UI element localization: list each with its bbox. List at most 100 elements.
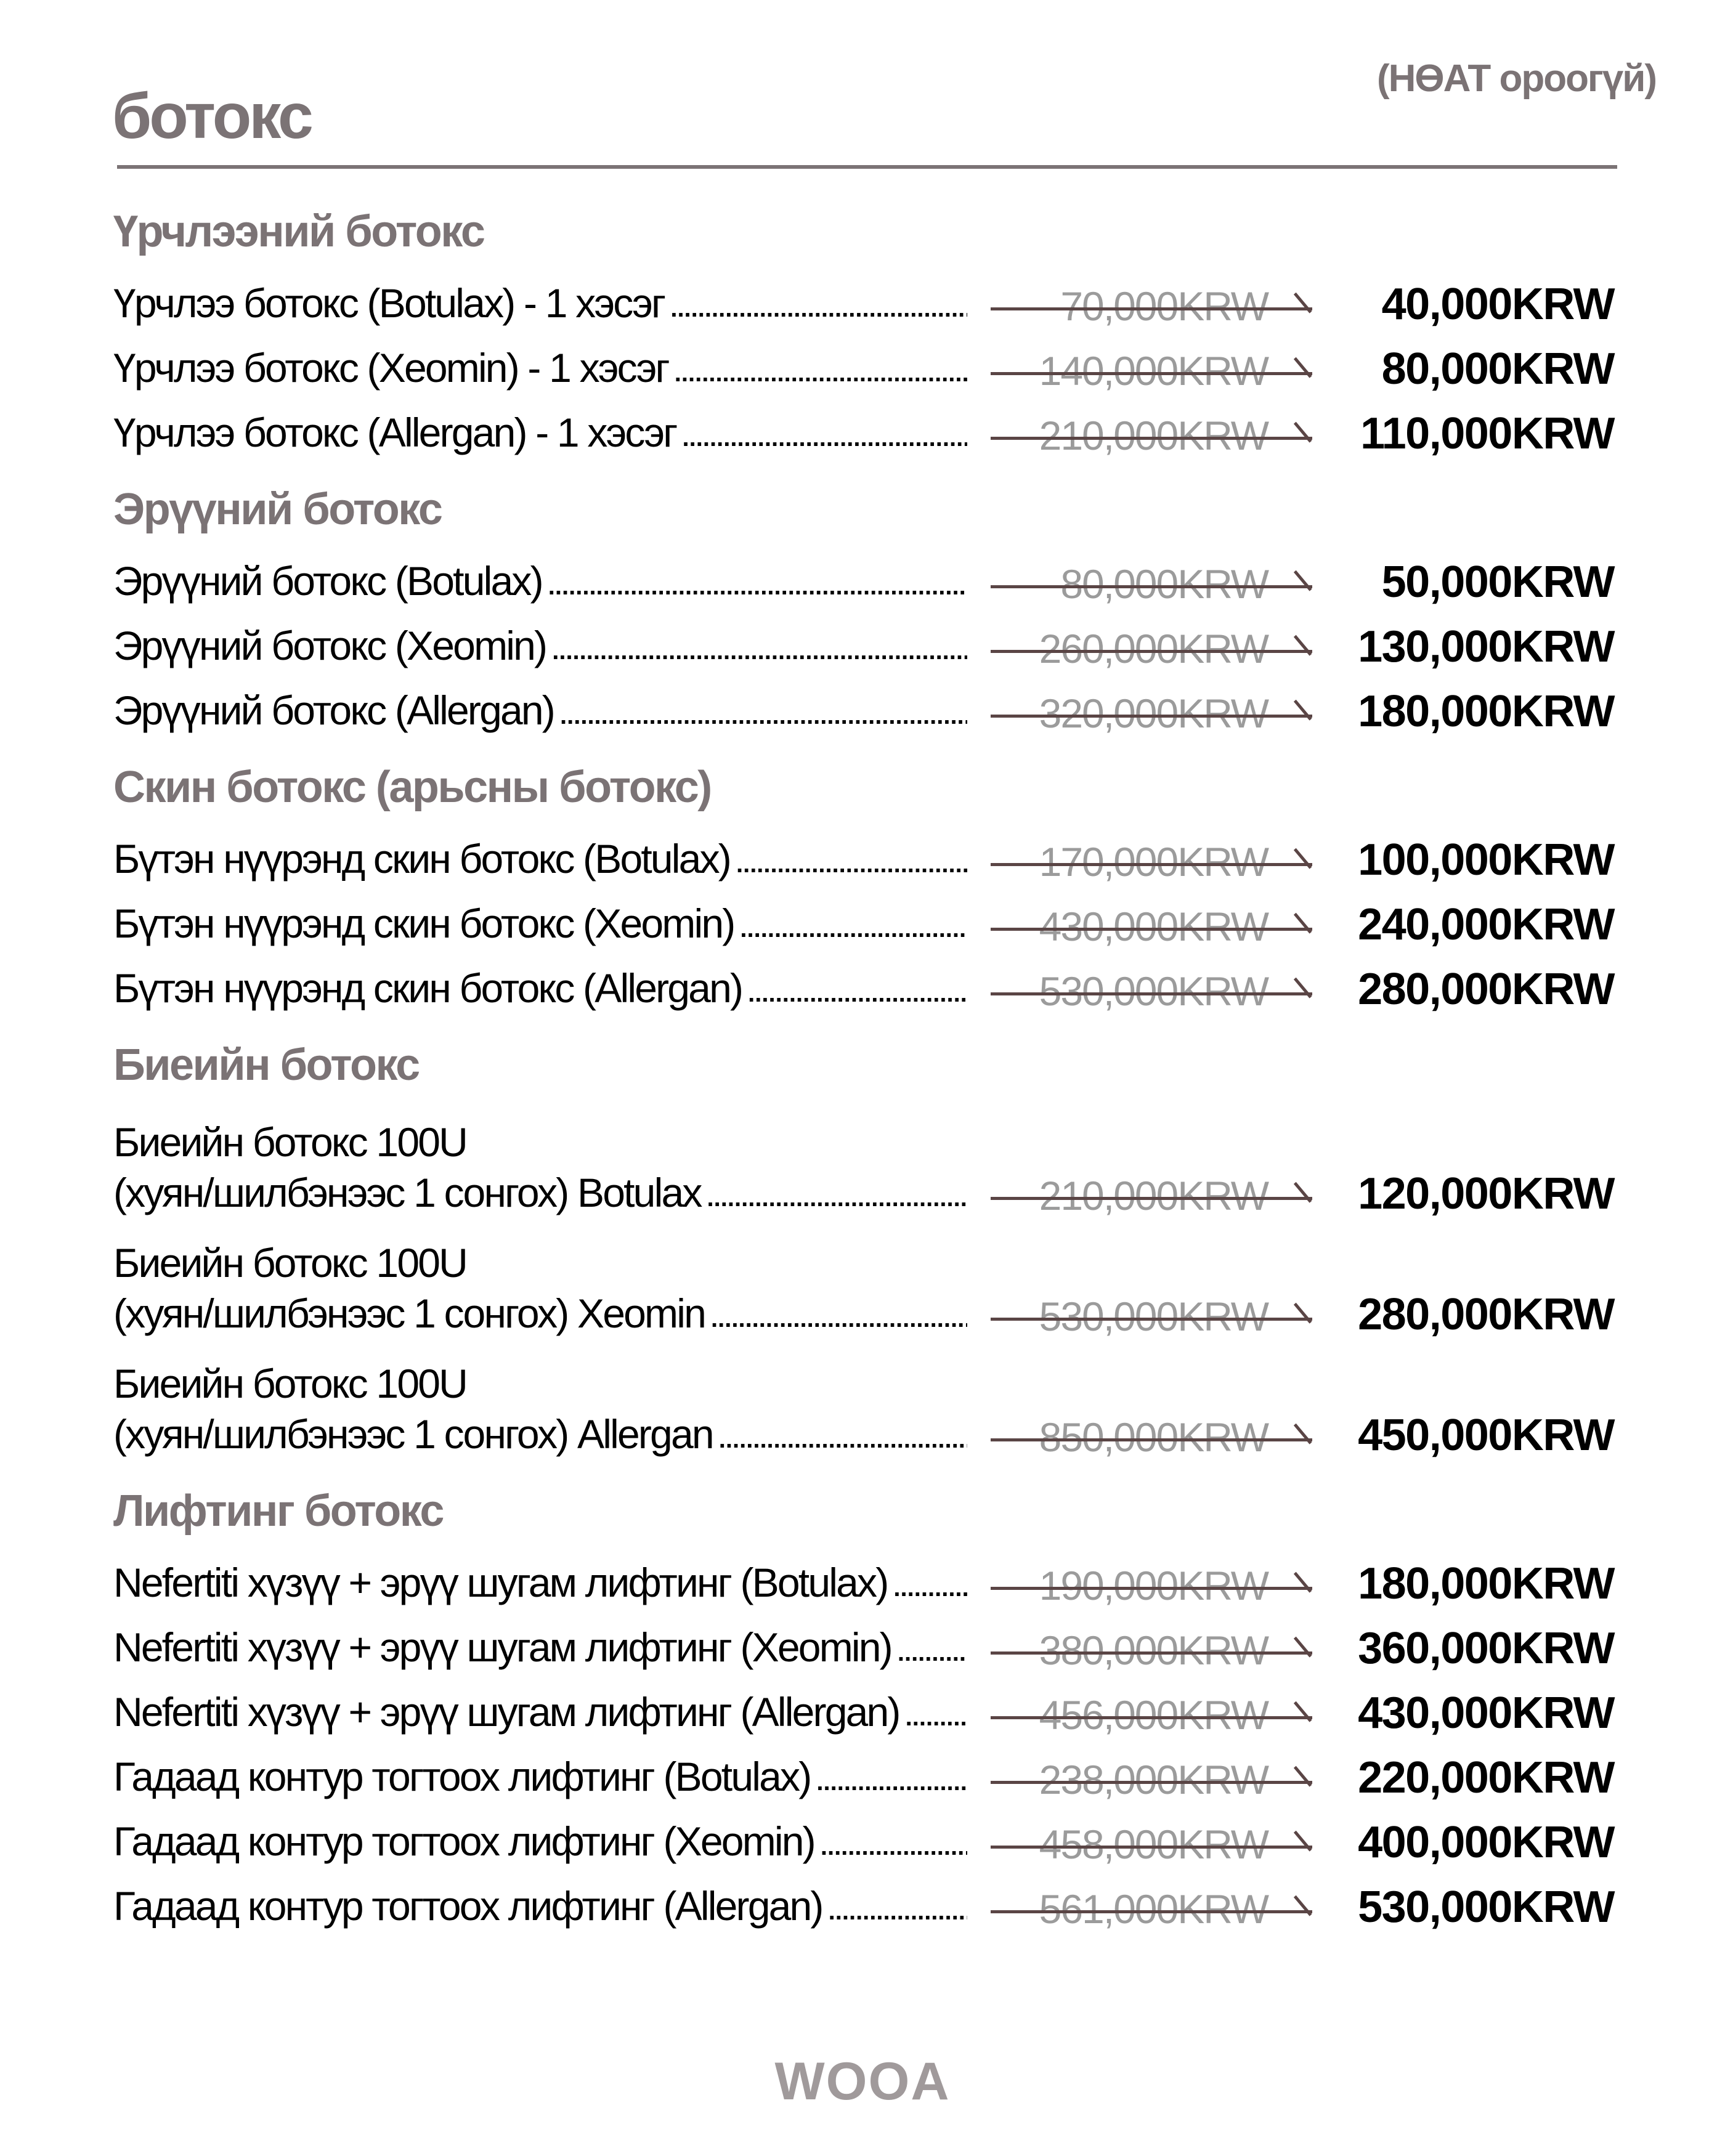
sale-price: 100,000KRW — [1358, 835, 1615, 885]
old-price-text: 210,000KRW — [1039, 413, 1269, 458]
price-row: Үрчлээ ботокс (Xeomin) - 1 хэсэг........… — [113, 330, 1615, 394]
item-name-wrap: Үрчлээ ботокс (Xeomin) - 1 хэсэг........… — [113, 342, 967, 394]
item-name: Эрүүний ботокс (Xeomin) — [113, 620, 548, 672]
old-price: 530,000KRW — [991, 964, 1317, 1015]
item-name-wrap: Гадаад контур тогтоох лифтинг (Xeomin)..… — [113, 1816, 967, 1868]
title-divider — [117, 165, 1617, 169]
item-name-wrap: Nefertiti хүзүү + эрүү шугам лифтинг (Bo… — [113, 1557, 967, 1609]
dot-leader: ........................................… — [748, 981, 967, 1007]
item-name: Бүтэн нүүрэнд скин ботокс (Allergan) — [113, 963, 744, 1015]
item-name: Үрчлээ ботокс (Allergan) - 1 хэсэг — [113, 407, 678, 459]
sale-price: 130,000KRW — [1358, 622, 1615, 671]
item-name: Биеийн ботокс 100U (хуян/шилбэнээс 1 сонг… — [113, 1117, 702, 1219]
item-name: Гадаад контур тогтоох лифтинг (Allergan) — [113, 1881, 824, 1932]
dot-leader: ........................................… — [828, 1899, 967, 1925]
dot-leader: ........................................… — [740, 917, 967, 942]
section-title: Скин ботокс (арьсны ботокс) — [113, 763, 712, 812]
price-row: Гадаад контур тогтоох лифтинг (Allergan)… — [113, 1868, 1615, 1932]
item-name: Үрчлээ ботокс (Xeomin) - 1 хэсэг — [113, 342, 670, 394]
item-name-line: Гадаад контур тогтоох лифтинг (Xeomin) — [113, 1818, 816, 1864]
item-name-line: Nefertiti хүзүү + эрүү шугам лифтинг (Xe… — [113, 1624, 893, 1670]
old-price: 320,000KRW — [991, 686, 1317, 737]
item-name-wrap: Биеийн ботокс 100U (хуян/шилбэнээс 1 сонг… — [113, 1238, 967, 1340]
old-price-text: 80,000KRW — [1060, 561, 1269, 607]
item-name-wrap: Бүтэн нүүрэнд скин ботокс (Botulax).....… — [113, 833, 967, 885]
strikethrough-line — [991, 928, 1312, 931]
old-price-text: 238,000KRW — [1039, 1757, 1269, 1802]
item-name-line: Бүтэн нүүрэнд скин ботокс (Xeomin) — [113, 901, 736, 946]
dot-leader: ........................................… — [670, 296, 967, 322]
dot-leader: ........................................… — [552, 639, 967, 665]
item-name: Бүтэн нүүрэнд скин ботокс (Xeomin) — [113, 898, 736, 950]
item-name: Үрчлээ ботокс (Botulax) - 1 хэсэг — [113, 278, 666, 330]
strikethrough-line — [991, 1716, 1312, 1719]
old-price-text: 140,000KRW — [1039, 348, 1269, 394]
item-name: Гадаад контур тогтоох лифтинг (Botulax) — [113, 1751, 812, 1803]
sale-price: 180,000KRW — [1358, 1559, 1615, 1608]
old-price-text: 561,000KRW — [1039, 1886, 1269, 1932]
price-row: Биеийн ботокс 100U (хуян/шилбэнээс 1 сонг… — [113, 1340, 1615, 1461]
sale-price: 530,000KRW — [1358, 1882, 1615, 1932]
item-name-wrap: Гадаад контур тогтоох лифтинг (Allergan)… — [113, 1881, 967, 1932]
item-name-wrap: Бүтэн нүүрэнд скин ботокс (Xeomin)......… — [113, 898, 967, 950]
strikethrough-line — [991, 1651, 1312, 1655]
price-row: Эрүүний ботокс (Xeomin).................… — [113, 607, 1615, 672]
price-row: Бүтэн нүүрэнд скин ботокс (Botulax).....… — [113, 821, 1615, 885]
item-name: Гадаад контур тогтоох лифтинг (Xeomin) — [113, 1816, 816, 1868]
price-row: Nefertiti хүзүү + эрүү шугам лифтинг (Al… — [113, 1674, 1615, 1738]
strikethrough-line — [991, 1197, 1312, 1200]
price-list: Үрчлээний ботокс Үрчлээ ботокс (Botulax) … — [113, 198, 1615, 1932]
old-price: 210,000KRW — [991, 408, 1317, 459]
strikethrough-line — [991, 437, 1312, 440]
old-price-text: 320,000KRW — [1039, 691, 1269, 736]
strikethrough-line — [991, 1318, 1312, 1321]
old-price: 458,000KRW — [991, 1817, 1317, 1868]
old-price-text: 260,000KRW — [1039, 626, 1269, 671]
item-name: Nefertiti хүзүү + эрүү шугам лифтинг (Xe… — [113, 1622, 893, 1674]
dot-leader: ........................................… — [548, 574, 967, 600]
sale-price: 280,000KRW — [1358, 1290, 1615, 1339]
price-row: Nefertiti хүзүү + эрүү шугам лифтинг (Bo… — [113, 1544, 1615, 1609]
price-row: Биеийн ботокс 100U (хуян/шилбэнээс 1 сонг… — [113, 1098, 1615, 1219]
dot-leader: ........................................… — [682, 426, 967, 452]
item-name-wrap: Nefertiti хүзүү + эрүү шугам лифтинг (Al… — [113, 1687, 967, 1738]
old-price-text: 430,000KRW — [1039, 904, 1269, 949]
price-row: Гадаад контур тогтоох лифтинг (Botulax).… — [113, 1738, 1615, 1803]
item-name-line: (хуян/шилбэнээс 1 сонгох) Xeomin — [113, 1291, 707, 1336]
page-title: ботокс — [112, 81, 314, 152]
section-title: Биеийн ботокс — [113, 1040, 420, 1090]
vat-note: (НӨАТ ороогүй) — [1377, 57, 1657, 100]
strikethrough-line — [991, 863, 1312, 866]
item-name-line: Гадаад контур тогтоох лифтинг (Botulax) — [113, 1754, 812, 1799]
section-title: Эрүүний ботокс — [113, 485, 443, 534]
old-price: 80,000KRW — [991, 557, 1317, 607]
strikethrough-line — [991, 650, 1312, 653]
old-price-text: 458,000KRW — [1039, 1822, 1269, 1867]
old-price: 170,000KRW — [991, 835, 1317, 885]
item-name-line: Үрчлээ ботокс (Xeomin) - 1 хэсэг — [113, 345, 670, 391]
strikethrough-line — [991, 992, 1312, 995]
sale-price: 50,000KRW — [1381, 557, 1615, 607]
sale-price: 220,000KRW — [1358, 1753, 1615, 1802]
price-section: Эрүүний ботокс Эрүүний ботокс (Botulax)..… — [113, 476, 1615, 737]
old-price: 190,000KRW — [991, 1558, 1317, 1609]
price-row: Эрүүний ботокс (Botulax)................… — [113, 543, 1615, 607]
price-section: Лифтинг ботокс Nefertiti хүзүү + эрүү шуг… — [113, 1478, 1615, 1932]
price-section: Скин ботокс (арьсны ботокс) Бүтэн нүүрэнд… — [113, 754, 1615, 1015]
price-row: Үрчлээ ботокс (Botulax) - 1 хэсэг.......… — [113, 265, 1615, 330]
old-price: 850,000KRW — [991, 1410, 1317, 1461]
item-name-line: Эрүүний ботокс (Xeomin) — [113, 623, 548, 668]
old-price-text: 456,000KRW — [1039, 1692, 1269, 1738]
sale-price: 120,000KRW — [1358, 1169, 1615, 1218]
item-name-line: (хуян/шилбэнээс 1 сонгох) Allergan — [113, 1411, 715, 1457]
price-row: Гадаад контур тогтоох лифтинг (Xeomin)..… — [113, 1803, 1615, 1868]
old-price: 238,000KRW — [991, 1753, 1317, 1803]
sale-price: 280,000KRW — [1358, 965, 1615, 1014]
item-name-wrap: Nefertiti хүзүү + эрүү шугам лифтинг (Xe… — [113, 1622, 967, 1674]
item-name: Эрүүний ботокс (Botulax) — [113, 556, 544, 607]
sale-price: 240,000KRW — [1358, 900, 1615, 949]
dot-leader: ........................................… — [897, 1640, 967, 1666]
old-price: 210,000KRW — [991, 1169, 1317, 1219]
old-price-text: 170,000KRW — [1039, 839, 1269, 885]
dot-leader: ........................................… — [816, 1770, 967, 1796]
